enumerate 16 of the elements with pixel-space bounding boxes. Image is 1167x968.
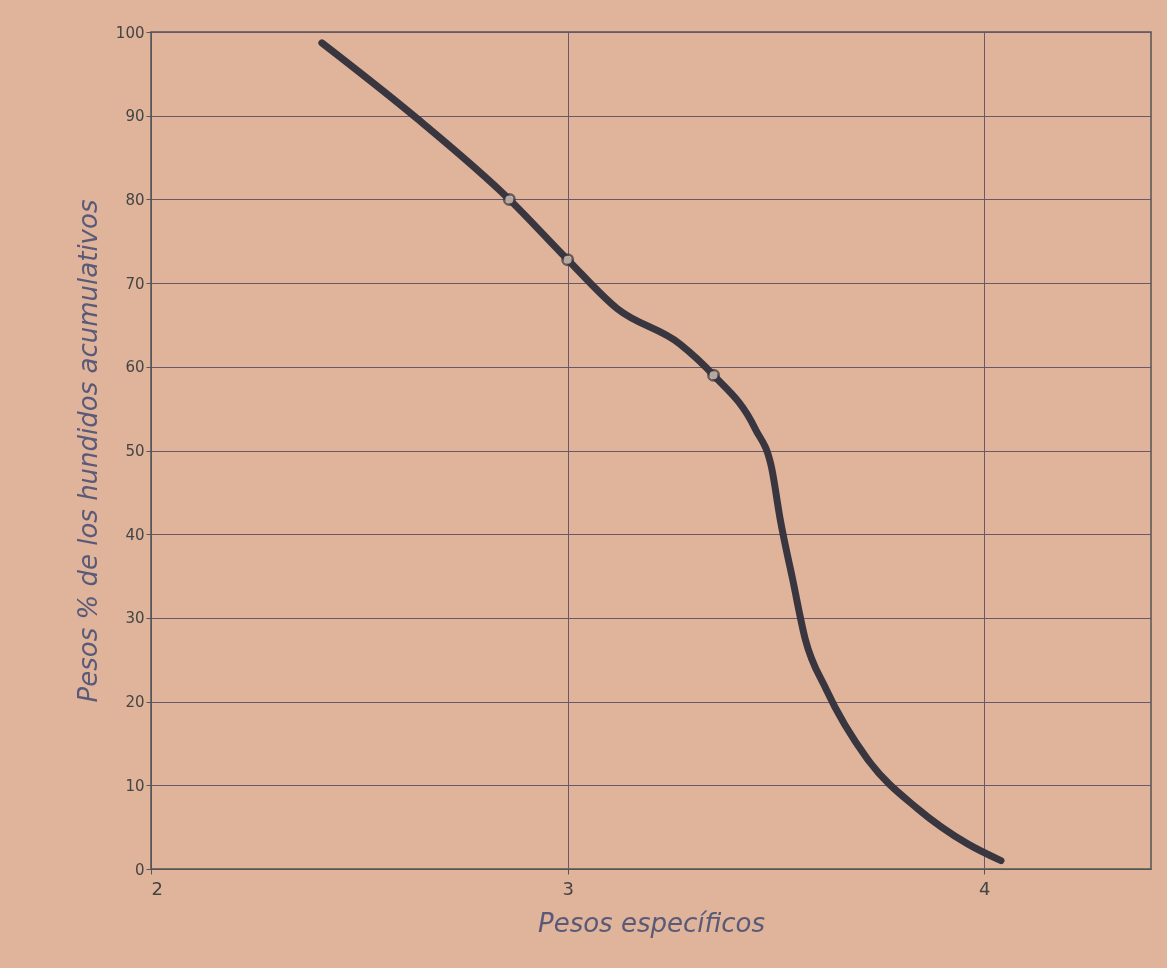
y-tick-label: 30 xyxy=(125,609,145,628)
y-axis-title: Pesos % de los hundidos acumulativos xyxy=(72,199,103,703)
y-tick-label: 0 xyxy=(134,860,145,879)
x-axis-title: Pesos específicos xyxy=(537,907,766,938)
y-tick-label: 80 xyxy=(125,190,145,209)
y-tick-label: 60 xyxy=(125,358,145,377)
y-tick-label: 100 xyxy=(115,23,145,42)
y-tick-label: 20 xyxy=(125,693,145,712)
y-tick-label: 90 xyxy=(125,107,145,126)
x-tick-label: 3 xyxy=(562,877,574,899)
y-tick-label: 50 xyxy=(125,442,145,460)
x-tick-label: 4 xyxy=(979,877,991,899)
y-tick-label: 10 xyxy=(125,776,145,795)
x-tick-label: 2 xyxy=(151,877,163,899)
y-tick-label: 40 xyxy=(125,525,145,544)
y-tick-label: 70 xyxy=(125,274,145,293)
